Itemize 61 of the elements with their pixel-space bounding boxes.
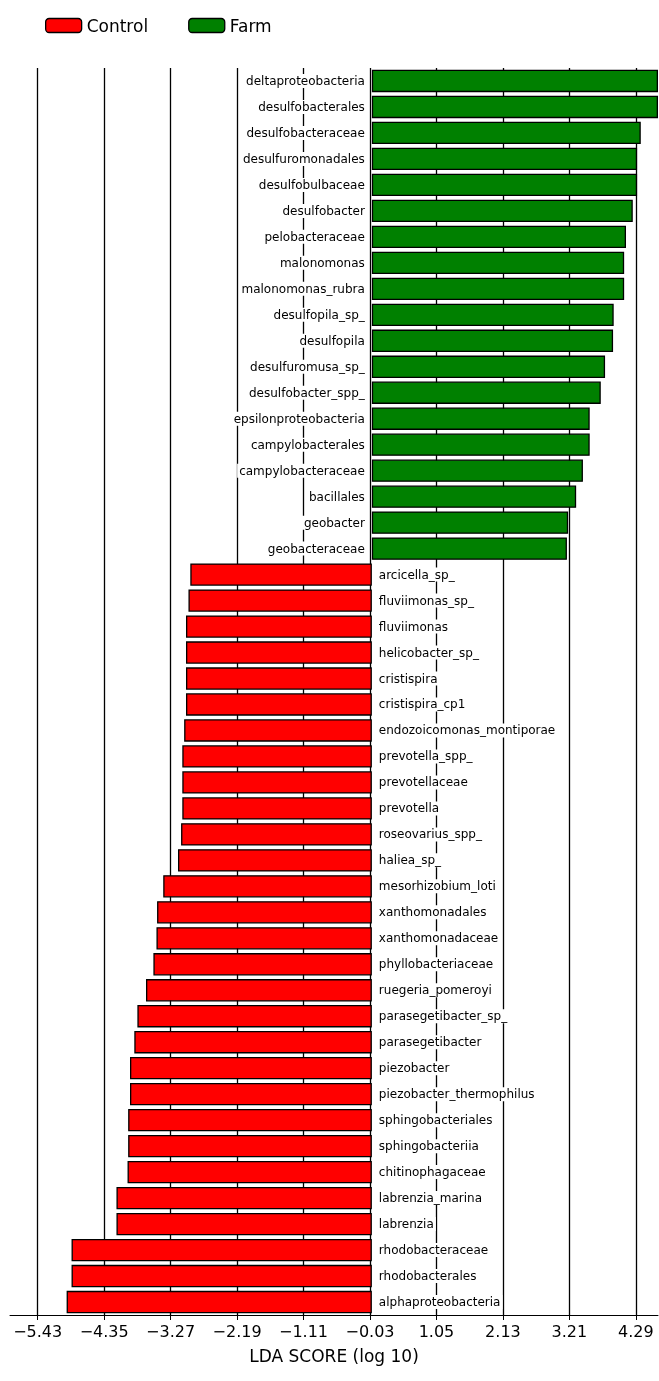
- y-tick-label: helicobacter_sp_: [378, 645, 480, 660]
- y-tick-label: parasegetibacter: [378, 1035, 482, 1050]
- y-tick-label: prevotellaceae: [378, 775, 468, 790]
- y-tick-label: desulfobacterales: [258, 99, 365, 114]
- y-tick-label: endozoicomonas_montiporae: [378, 723, 556, 738]
- y-tick-label: campylobacteraceae: [239, 463, 365, 478]
- legend-label: Control: [86, 15, 149, 36]
- y-tick-label: chitinophagaceae: [378, 1165, 486, 1180]
- y-tick-label: desulfopila_sp_: [273, 307, 366, 322]
- y-tick-label: desulfobacteraceae: [246, 125, 365, 140]
- y-tick-label: piezobacter: [378, 1061, 450, 1076]
- legend-label: Farm: [229, 15, 272, 36]
- y-tick-label: xanthomonadaceae: [378, 931, 499, 946]
- y-tick-label: desulfuromusa_sp_: [250, 359, 366, 374]
- x-tick-label: −2.19: [212, 1321, 262, 1341]
- y-tick-label: deltaproteobacteria: [246, 73, 365, 88]
- y-tick-label: mesorhizobium_loti: [378, 879, 496, 894]
- y-tick-label: desulfobulbaceae: [258, 177, 365, 192]
- x-tick-label: 1.05: [418, 1321, 455, 1341]
- y-tick-label: cristispira: [378, 671, 438, 686]
- y-tick-label: haliea_sp_: [378, 853, 443, 868]
- y-tick-label: campylobacterales: [250, 437, 365, 452]
- x-tick-label: −4.35: [79, 1321, 129, 1341]
- y-tick-label: arcicella_sp_: [378, 567, 456, 582]
- y-tick-label: malonomonas_rubra: [241, 281, 365, 296]
- y-tick-label: ruegeria_pomeroyi: [378, 983, 492, 998]
- y-tick-label: sphingobacteriales: [378, 1113, 493, 1128]
- y-tick-label: sphingobacteriia: [378, 1139, 479, 1154]
- y-tick-label: alphaproteobacteria: [378, 1295, 501, 1310]
- y-tick-label: prevotella_spp_: [378, 749, 474, 764]
- x-tick-label: −0.03: [345, 1321, 395, 1341]
- y-tick-label: labrenzia_marina: [378, 1191, 483, 1206]
- y-tick-label: piezobacter_thermophilus: [378, 1087, 535, 1102]
- y-tick-label: rhodobacteraceae: [378, 1243, 489, 1258]
- y-tick-label: desulfuromonadales: [242, 151, 365, 166]
- x-tick-label: 4.29: [618, 1321, 654, 1341]
- y-tick-label: pelobacteraceae: [264, 229, 365, 244]
- y-tick-label: fluviimonas: [378, 619, 449, 634]
- x-tick-label: −1.11: [279, 1321, 329, 1341]
- y-tick-label: desulfopila: [299, 333, 365, 348]
- y-tick-label: geobacteraceae: [267, 541, 365, 556]
- y-tick-label: parasegetibacter_sp_: [378, 1009, 509, 1024]
- y-tick-label: roseovarius_spp_: [378, 827, 483, 842]
- x-tick-label: 2.13: [485, 1321, 521, 1341]
- y-tick-label: rhodobacterales: [378, 1269, 477, 1284]
- x-axis-title: LDA SCORE (log 10): [249, 1345, 419, 1366]
- x-tick-label: −3.27: [146, 1321, 196, 1341]
- y-tick-label: malonomonas: [279, 255, 365, 270]
- y-tick-label: fluviimonas_sp_: [378, 593, 475, 608]
- x-tick-label: −5.43: [13, 1321, 63, 1341]
- y-tick-label: labrenzia: [378, 1217, 434, 1232]
- y-tick-label: desulfobacter: [282, 203, 365, 218]
- y-tick-label: cristispira_cp1: [378, 697, 466, 712]
- y-tick-label: phyllobacteriaceae: [378, 957, 494, 972]
- x-tick-label: 3.21: [551, 1321, 588, 1341]
- y-tick-label: geobacter: [303, 515, 365, 530]
- y-tick-label: epsilonproteobacteria: [233, 411, 365, 426]
- y-tick-label: desulfobacter_spp_: [249, 385, 366, 400]
- y-tick-label: bacillales: [308, 489, 365, 504]
- y-tick-label: prevotella: [378, 801, 440, 816]
- y-tick-label: xanthomonadales: [378, 905, 487, 920]
